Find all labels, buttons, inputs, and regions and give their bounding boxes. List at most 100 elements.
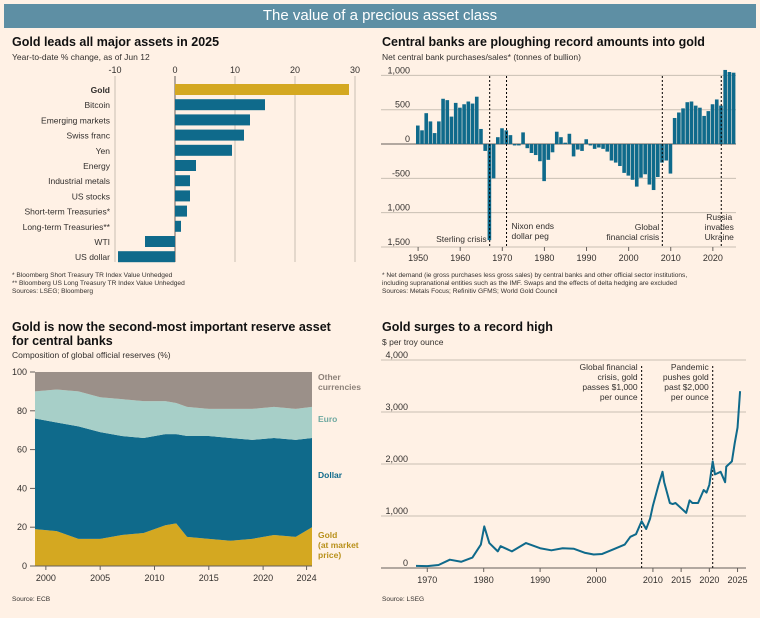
p2-bar-1976	[525, 144, 530, 149]
panel4-subtitle: $ per troy ounce	[382, 337, 444, 347]
p1-category-label-3: Swiss franc	[67, 131, 111, 141]
p1-category-label-8: Short-term Treasuries*	[25, 207, 111, 217]
p2-bar-2023	[723, 69, 727, 145]
p2-bar-1975	[521, 132, 525, 145]
p1-bar-9	[175, 220, 181, 232]
p1-bar-0	[175, 84, 349, 95]
p1-category-label-0: Gold	[91, 85, 110, 95]
p2-ytick-3: -500	[392, 168, 410, 178]
p3-series-label-3-line-2: (at market	[318, 540, 359, 550]
chart4-svg: 4,000 3,000 2,000 1,000 0 1970 1980 1990 2000 201…	[381, 350, 748, 585]
p4-ytick-3: 1,000	[385, 506, 408, 516]
p2-ytick-0: 1,000	[387, 65, 410, 75]
p2-annotation-2-line-1: Global	[635, 222, 660, 232]
chart3-svg: 100 80 60 40 20 0 2000 2005 2010 2015 2020 2024 Othe…	[12, 367, 361, 583]
p4-annotation-1-line-4: per ounce	[671, 392, 709, 402]
p3-area-1	[35, 418, 312, 541]
p2-bar-2012	[677, 112, 681, 145]
p2-bar-2010	[668, 144, 673, 174]
p4-xtick-3: 2000	[586, 575, 606, 585]
p4-ytick-1: 3,000	[385, 402, 408, 412]
panel1-footnote-1: * Bloomberg Short Treasury TR Index Valu…	[12, 272, 173, 279]
p2-bar-2004	[643, 144, 647, 175]
p2-bar-1990	[584, 139, 589, 145]
p2-annotation-3-line-1: Russia	[706, 212, 732, 222]
p3-series-label-0-line-1: Other	[318, 372, 341, 382]
p2-bar-1991	[588, 144, 593, 146]
p2-bar-2018	[702, 115, 706, 145]
p3-ytick-1: 80	[17, 406, 27, 416]
p2-bar-2007	[656, 144, 660, 177]
p3-series-label-3-line-1: Gold	[318, 530, 337, 540]
p3-area-0	[35, 523, 312, 566]
panel1-footnote-3: Sources: LSEG; Bloomberg	[12, 288, 93, 295]
p1-category-label-2: Emerging markets	[41, 115, 110, 125]
p4-ytick-4: 0	[403, 558, 408, 568]
panel3-subtitle: Composition of global official reserves …	[12, 350, 171, 360]
p1-category-label-7: US stocks	[72, 191, 110, 201]
p2-bar-2017	[698, 107, 702, 145]
p1-category-label-10: WTI	[94, 237, 110, 247]
panel2-footnotes: * Net demand (ie gross purchases less gr…	[382, 272, 687, 296]
panel2-subtitle: Net central bank purchases/sales* (tonne…	[382, 52, 581, 62]
p2-bar-2006	[651, 144, 656, 191]
p4-xtick-7: 2025	[728, 575, 748, 585]
p3-series-label-0-line-2: currencies	[318, 382, 361, 392]
p2-bar-1958	[449, 116, 454, 145]
p3-series-label-1-line-1: Euro	[318, 414, 337, 424]
p2-bar-1986	[567, 133, 572, 145]
p2-bar-1969	[496, 137, 500, 145]
p3-ytick-2: 60	[17, 445, 27, 455]
chart2-svg: 1,000 500 0 -500 1,000 1,500 1950 1960 1970 1980 1…	[381, 65, 736, 263]
p2-annotation-3-line-2: invades	[705, 222, 734, 232]
p4-annotation-0-line-3: passes $1,000	[582, 382, 638, 392]
p1-bar-5	[175, 160, 196, 171]
p1-xtick-0: -10	[108, 65, 121, 75]
p2-bar-1977	[529, 144, 534, 153]
p2-bar-1989	[580, 144, 584, 151]
p1-bar-10	[145, 236, 175, 247]
p1-category-label-9: Long-term Treasuries**	[23, 222, 111, 232]
p1-bar-3	[175, 129, 244, 141]
p4-xtick-4: 2010	[643, 575, 663, 585]
panel1-subtitle: Year-to-date % change, as of Jun 12	[12, 52, 150, 62]
p2-xtick-4: 1990	[577, 253, 597, 263]
p2-bar-1957	[445, 100, 450, 145]
p2-bar-1979	[538, 144, 542, 162]
p1-bar-11	[118, 251, 175, 263]
p2-ytick-4: 1,000	[387, 203, 410, 213]
banner-title: The value of a precious asset class	[4, 4, 756, 28]
p3-xtick-0: 2000	[36, 573, 56, 583]
p1-bar-7	[175, 190, 190, 202]
p2-bar-2021	[714, 99, 719, 145]
p4-annotation-0-line-1: Global financial	[580, 362, 638, 372]
p2-bar-2015	[689, 101, 694, 145]
p3-ytick-3: 40	[17, 483, 27, 493]
p1-xtick-1: 0	[172, 65, 177, 75]
p3-xtick-2: 2010	[144, 573, 164, 583]
p2-bar-1995	[605, 144, 610, 152]
p3-ytick-4: 20	[17, 522, 27, 532]
p4-xtick-1: 1980	[474, 575, 494, 585]
p1-xtick-2: 10	[230, 65, 240, 75]
p2-bar-1973	[512, 144, 517, 146]
p2-bar-1988	[576, 144, 580, 150]
p2-bar-1952	[424, 113, 429, 145]
p2-xtick-7: 2020	[703, 253, 723, 263]
p4-ytick-0: 4,000	[385, 350, 408, 360]
p2-annotation-2-line-2: financial crisis	[606, 232, 659, 242]
p2-bar-1996	[609, 144, 614, 161]
panel4-source: Source: LSEG	[382, 596, 425, 603]
p2-xtick-0: 1950	[408, 253, 428, 263]
p2-bar-2019	[706, 111, 711, 145]
p2-bar-2024	[727, 72, 732, 145]
panel3-title: Gold is now the second-most important re…	[12, 320, 331, 348]
p2-bar-1999	[622, 144, 626, 173]
p2-bar-2000	[626, 144, 631, 176]
panel1-title: Gold leads all major assets in 2025	[12, 35, 220, 49]
p2-ytick-5: 1,500	[387, 237, 410, 247]
p2-xtick-1: 1960	[450, 253, 470, 263]
p3-xtick-3: 2015	[199, 573, 219, 583]
p2-bar-1966	[483, 144, 487, 151]
p1-xtick-4: 30	[350, 65, 360, 75]
